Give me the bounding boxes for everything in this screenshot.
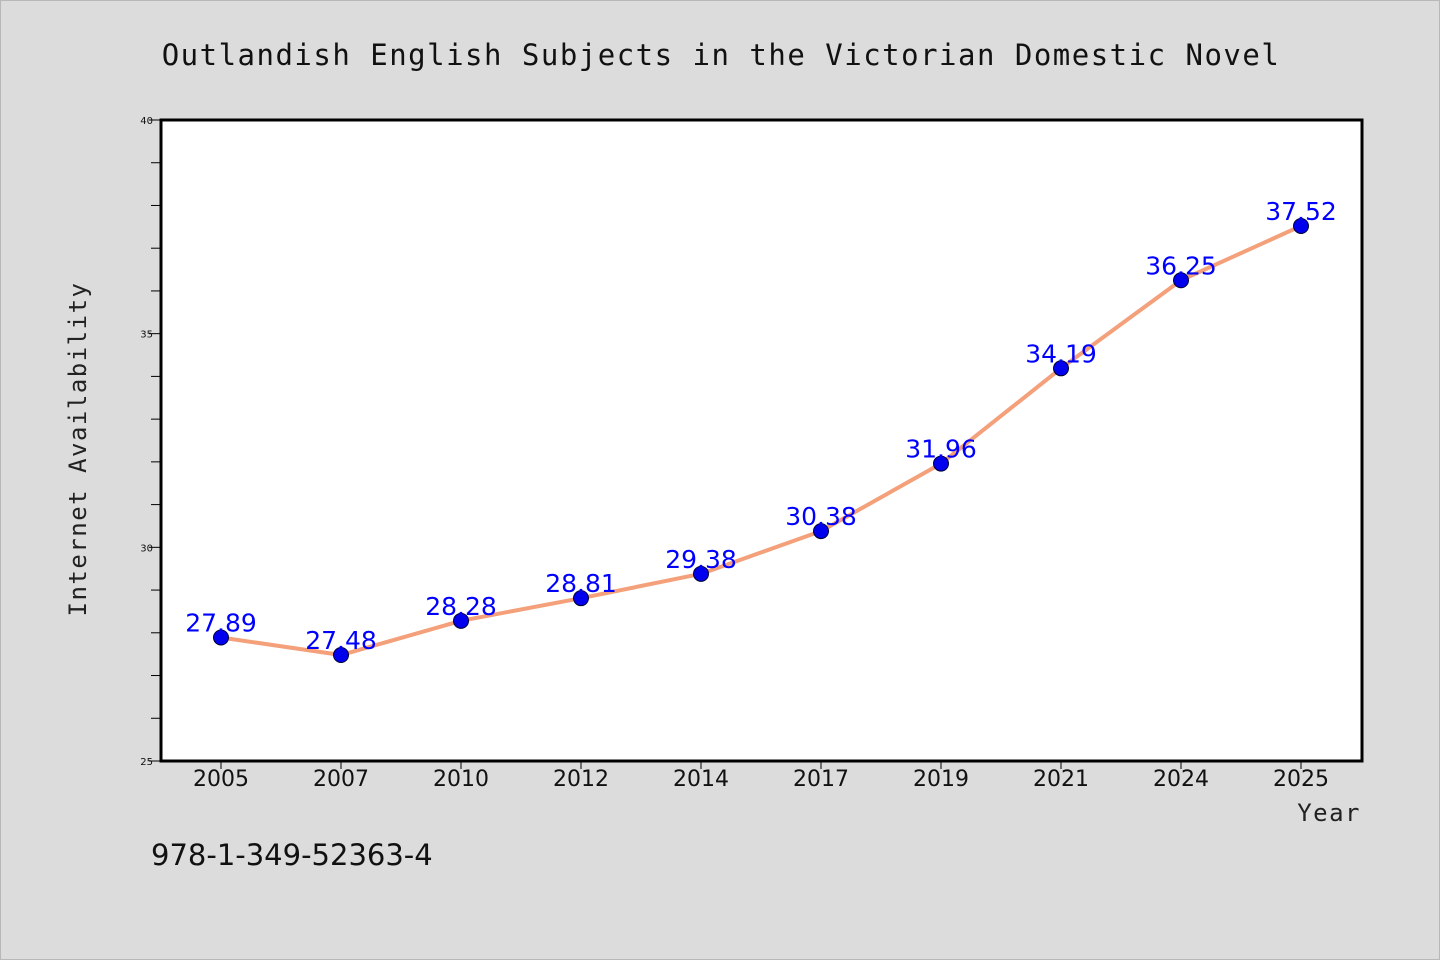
data-point — [1173, 272, 1189, 289]
y-tick-label: 35 — [140, 330, 153, 341]
data-label: 34.19 — [1025, 339, 1097, 368]
x-axis-label: Year — [1297, 799, 1361, 827]
data-label: 28.81 — [545, 569, 617, 598]
x-axis: 2005 2007 2010 2012 2014 2017 2019 2021 2024 2025 — [193, 761, 1329, 792]
series-line — [219, 223, 1303, 658]
data-point — [213, 629, 229, 646]
x-tick-label: 2012 — [553, 767, 609, 792]
data-point — [933, 455, 949, 472]
data-label: 30.38 — [785, 502, 857, 531]
x-tick-label: 2025 — [1273, 767, 1329, 792]
data-label: 36.25 — [1145, 251, 1217, 280]
y-axis: 25 30 35 40 — [140, 116, 161, 768]
isbn-annotation: 978-1-349-52363-4 — [151, 838, 433, 872]
data-point — [813, 523, 829, 540]
data-label: 27.89 — [185, 609, 257, 638]
series-group: 27.89 27.48 28.28 28.81 29.38 30.38 31.96 34.19… — [185, 197, 1337, 664]
data-label: 29.38 — [665, 545, 737, 574]
chart-title: Outlandish English Subjects in the Victo… — [162, 38, 1281, 72]
plot-area — [159, 118, 1364, 763]
y-tick-label: 40 — [140, 116, 153, 127]
x-tick-label: 2010 — [433, 767, 489, 792]
data-point — [1053, 360, 1069, 377]
data-point — [453, 612, 469, 629]
y-tick-label: 25 — [140, 757, 153, 768]
x-tick-label: 2021 — [1033, 767, 1089, 792]
x-tick-label: 2005 — [193, 767, 249, 792]
data-point — [1293, 217, 1309, 234]
data-point — [573, 590, 589, 607]
y-axis-label: Internet Availability — [64, 282, 92, 617]
x-tick-label: 2014 — [673, 767, 729, 792]
x-tick-label: 2007 — [313, 767, 369, 792]
data-label: 28.28 — [425, 592, 497, 621]
data-label: 37.52 — [1265, 197, 1337, 226]
data-point — [333, 647, 349, 664]
y-tick-label: 30 — [140, 543, 153, 554]
x-tick-label: 2019 — [913, 767, 969, 792]
data-label: 27.48 — [305, 626, 377, 655]
data-label: 31.96 — [905, 435, 977, 464]
x-tick-label: 2024 — [1153, 767, 1209, 792]
data-point — [693, 565, 709, 582]
x-tick-label: 2017 — [793, 767, 849, 792]
